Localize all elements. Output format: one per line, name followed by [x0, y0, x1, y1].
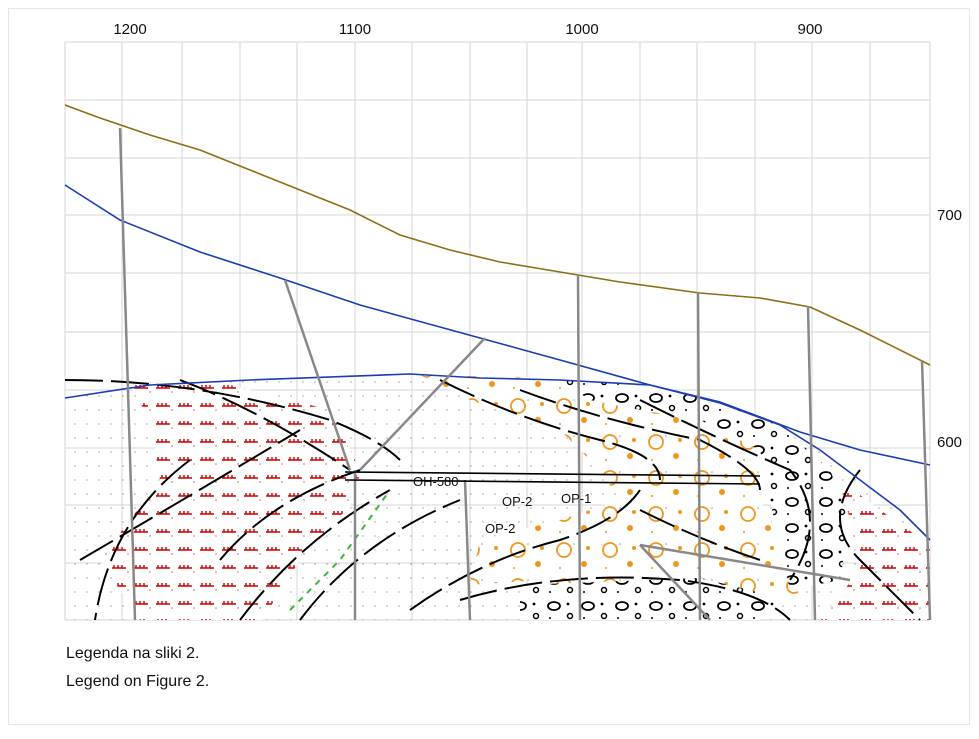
borehole-label: OP-2	[485, 521, 515, 536]
borehole-label: OP-1	[561, 491, 591, 506]
tunnel-label: OH-580	[413, 474, 459, 489]
axis-label: 1200	[113, 21, 146, 38]
axis-label: 1000	[565, 21, 598, 38]
caption: Legend on Figure 2.	[66, 673, 209, 690]
axis-label: 700	[937, 207, 962, 224]
figure: 1200 1100 1000 900 700 600 OH-580 OP-2 O…	[0, 0, 979, 734]
axis-label: 600	[937, 434, 962, 451]
borehole-label: OP-2	[502, 494, 532, 509]
axis-label: 1100	[339, 21, 371, 38]
caption: Legenda na sliki 2.	[66, 645, 199, 662]
axis-label: 900	[797, 21, 822, 38]
